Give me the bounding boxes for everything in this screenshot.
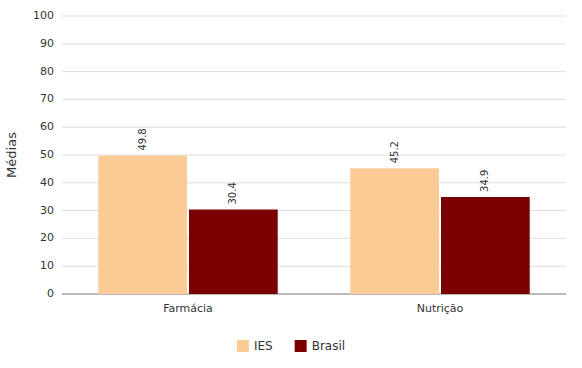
data-label: 45.2 [389,141,400,163]
bars [98,156,529,294]
grid-line [62,16,566,17]
legend-swatch [295,340,307,352]
data-label: 30.4 [227,182,238,204]
y-tick-label: 20 [40,231,54,244]
legend-label: IES [254,339,273,353]
legend-swatch [237,340,249,352]
legend-item: Brasil [295,339,345,353]
legend-item: IES [237,339,273,353]
bar [350,168,439,294]
grid-line [62,99,566,100]
y-tick-label: 60 [40,120,54,133]
chart-container: 0 10 20 30 40 50 60 70 80 90 100 Médias 49.8 30.4 45.2… [0,0,582,368]
y-tick-label: 100 [33,9,54,22]
data-labels: 49.8 30.4 45.2 34.9 [137,128,491,204]
y-tick-label: 70 [40,92,54,105]
chart: 0 10 20 30 40 50 60 70 80 90 100 Médias 49.8 30.4 45.2… [0,0,582,368]
x-tick-label: Nutrição [417,302,464,315]
data-label: 34.9 [479,170,490,192]
legend: IES Brasil [237,339,345,353]
y-tick-label: 0 [47,287,54,300]
bar [98,156,187,294]
x-axis: Farmácia Nutrição [163,302,463,315]
y-tick-label: 10 [40,259,54,272]
grid-line [62,127,566,128]
grid-line [62,71,566,72]
y-tick-label: 30 [40,204,54,217]
y-tick-label: 50 [40,148,54,161]
bar [189,209,278,294]
y-axis: 0 10 20 30 40 50 60 70 80 90 100 [33,9,566,300]
legend-label: Brasil [312,339,345,353]
x-tick-label: Farmácia [163,302,213,315]
y-tick-label: 40 [40,176,54,189]
grid-line [62,43,566,44]
bar [441,197,530,294]
y-tick-label: 90 [40,37,54,50]
y-axis-label: Médias [4,132,19,178]
data-label: 49.8 [137,128,148,150]
grid-line [62,155,566,156]
y-tick-label: 80 [40,65,54,78]
